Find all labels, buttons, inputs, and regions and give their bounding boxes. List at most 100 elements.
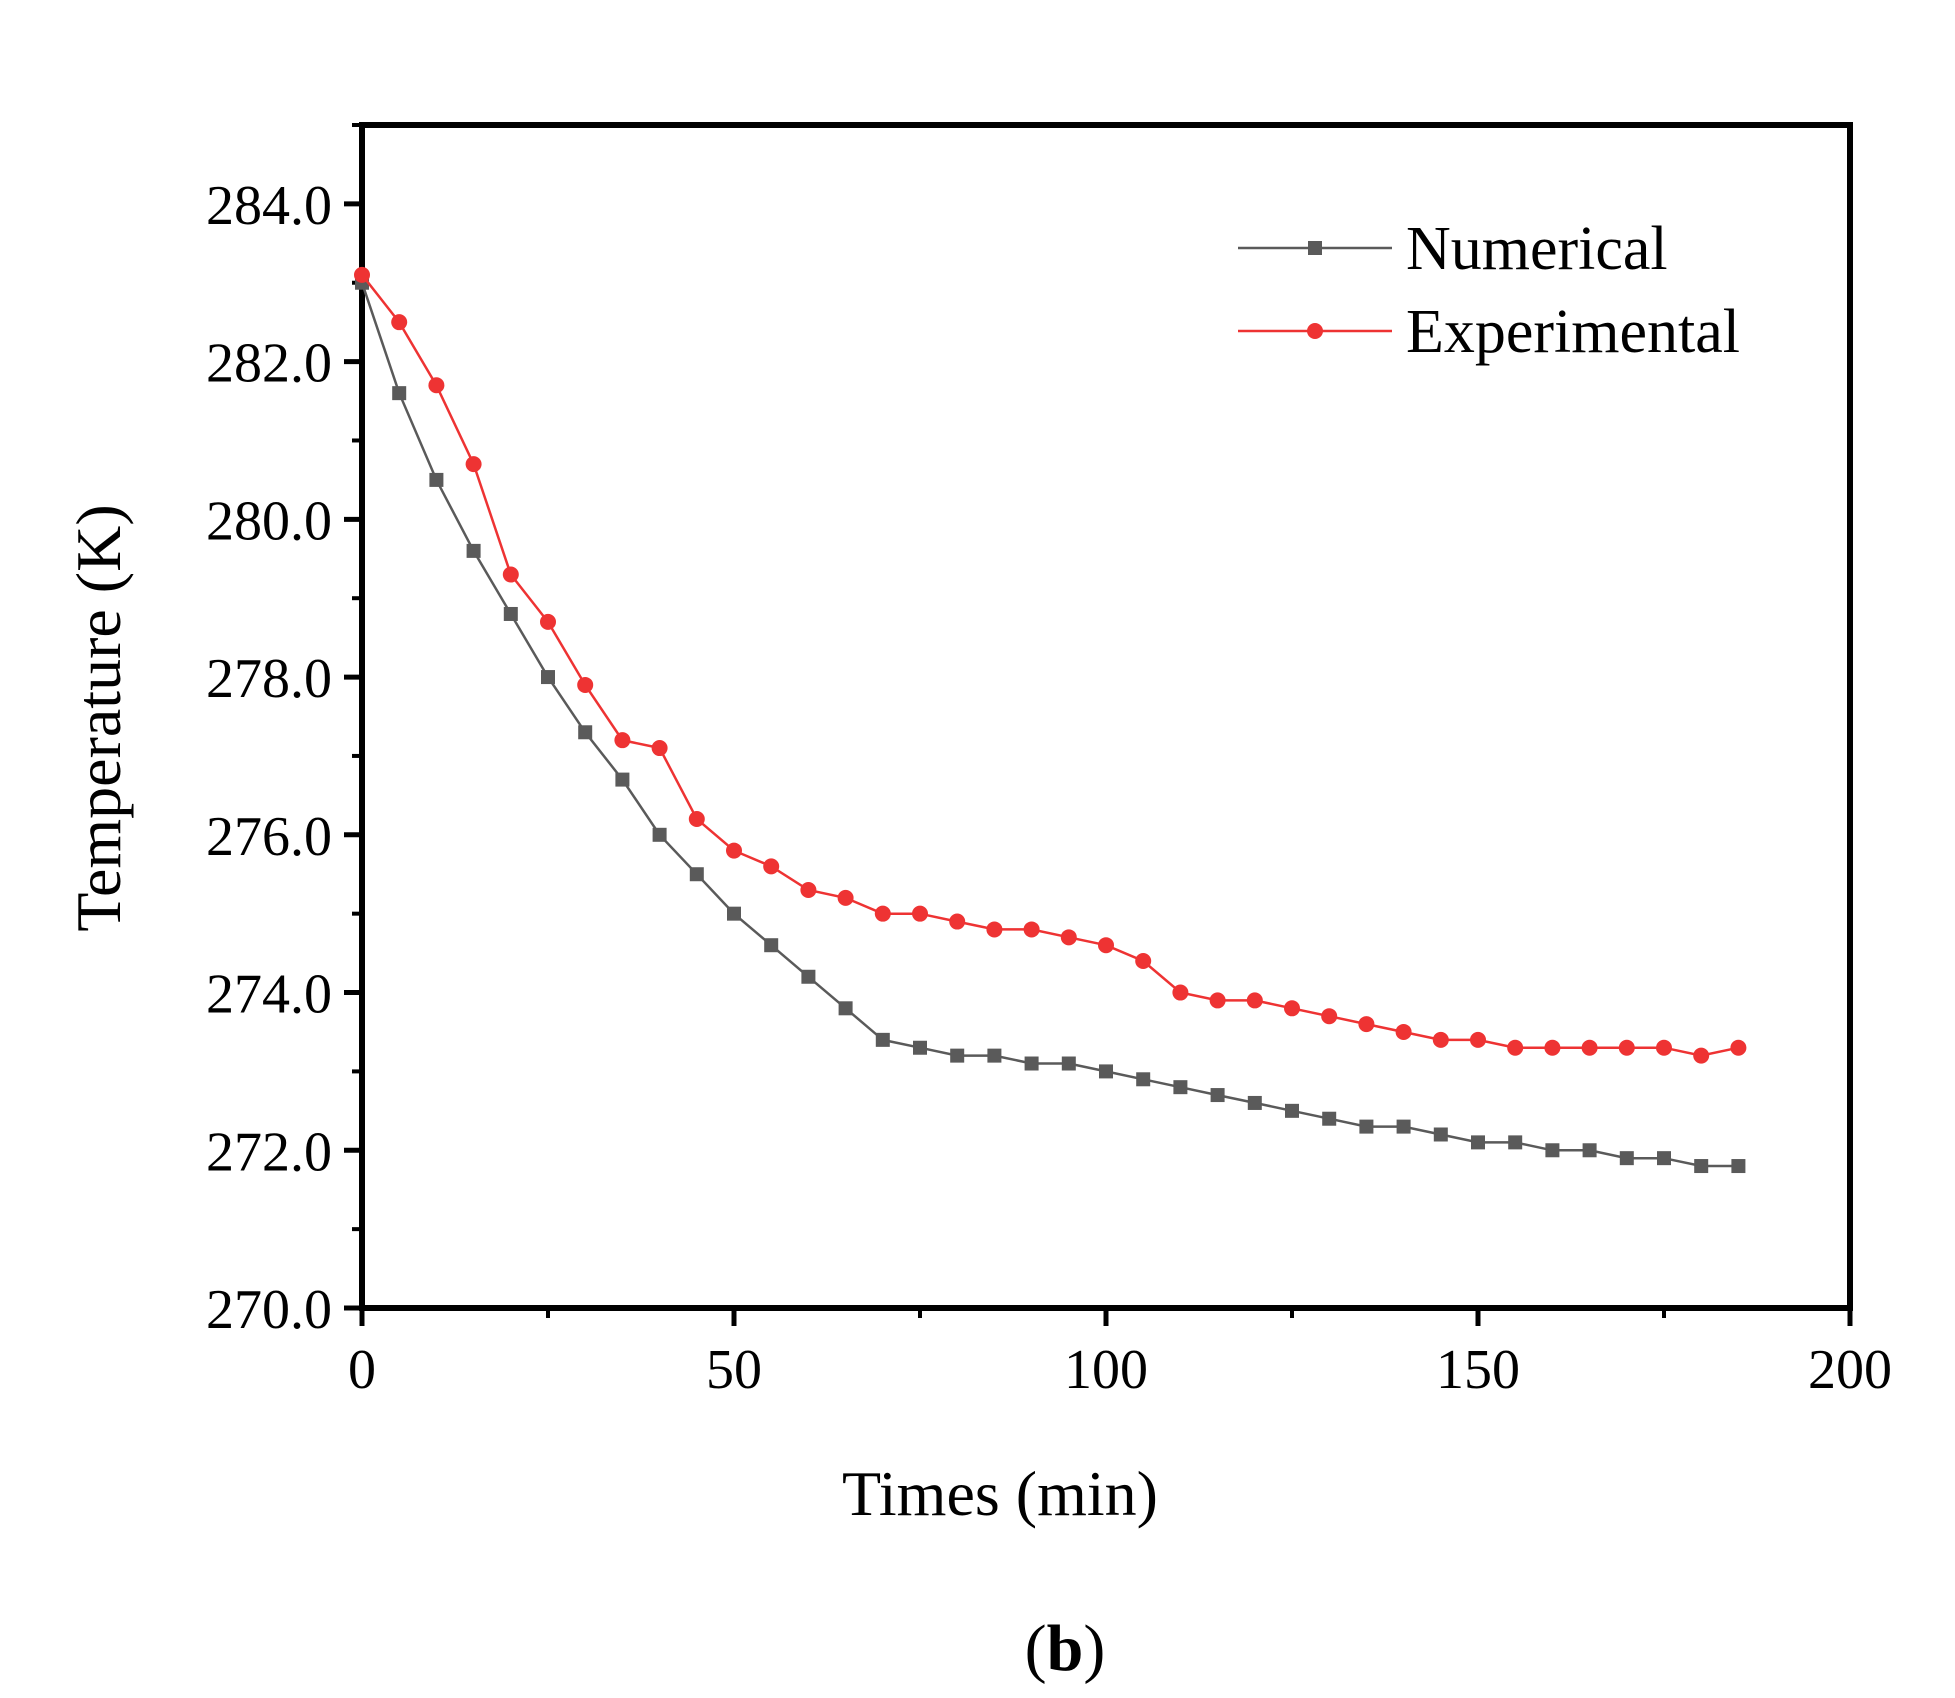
data-point-experimental xyxy=(1023,921,1040,938)
y-axis-title: Temperature (K) xyxy=(63,504,134,931)
data-point-experimental xyxy=(874,905,891,922)
data-point-numerical xyxy=(875,1032,890,1047)
data-point-experimental xyxy=(1656,1039,1672,1056)
panel-label-close: ) xyxy=(1083,1612,1105,1685)
y-tick-label: 284.0 xyxy=(206,175,332,237)
panel-label-letter: b xyxy=(1047,1612,1084,1685)
data-point-numerical xyxy=(1322,1111,1337,1126)
data-point-experimental xyxy=(1284,1000,1300,1017)
data-point-numerical xyxy=(503,606,518,621)
data-point-experimental xyxy=(1432,1031,1449,1048)
data-point-experimental xyxy=(688,811,705,828)
x-tick-label: 200 xyxy=(1808,1339,1892,1401)
x-tick-label: 0 xyxy=(348,1339,376,1401)
data-point-experimental xyxy=(1730,1039,1747,1056)
data-point-numerical xyxy=(1396,1119,1411,1134)
data-point-numerical xyxy=(913,1040,927,1055)
data-point-numerical xyxy=(950,1048,965,1063)
data-point-numerical xyxy=(392,386,407,401)
data-point-experimental xyxy=(912,905,928,922)
legend-label-numerical: Numerical xyxy=(1406,215,1668,283)
data-point-experimental xyxy=(763,858,780,875)
data-point-numerical xyxy=(429,472,444,487)
data-point-experimental xyxy=(1581,1039,1598,1056)
data-point-numerical xyxy=(1582,1143,1597,1158)
data-point-numerical xyxy=(466,543,481,558)
data-point-experimental xyxy=(614,732,631,749)
data-point-experimental xyxy=(800,882,817,899)
data-point-experimental xyxy=(837,889,854,906)
data-point-experimental xyxy=(1135,952,1152,969)
data-point-numerical xyxy=(987,1048,1002,1063)
data-point-experimental xyxy=(465,456,482,473)
data-point-experimental xyxy=(577,676,594,693)
data-point-experimental xyxy=(726,842,742,859)
data-point-numerical xyxy=(838,1001,853,1016)
data-point-numerical xyxy=(541,670,555,685)
series-line-experimental xyxy=(361,274,1739,1057)
x-tick-label: 100 xyxy=(1064,1339,1148,1401)
data-point-numerical xyxy=(1136,1072,1151,1087)
data-point-numerical xyxy=(1061,1056,1076,1071)
data-point-experimental xyxy=(1060,929,1077,946)
data-point-numerical xyxy=(1359,1119,1374,1134)
data-point-experimental xyxy=(986,921,1003,938)
legend-item-experimental: Experimental xyxy=(1238,298,1740,366)
data-point-numerical xyxy=(1285,1103,1299,1118)
y-tick-label: 270.0 xyxy=(206,1279,332,1341)
data-point-numerical xyxy=(615,772,630,787)
data-point-experimental xyxy=(1618,1039,1635,1056)
legend-marker-experimental xyxy=(1307,323,1323,339)
data-point-numerical xyxy=(1545,1143,1560,1158)
data-point-numerical xyxy=(1173,1080,1188,1095)
panel-label: (b) xyxy=(1025,1612,1106,1685)
data-point-numerical xyxy=(689,867,704,882)
data-point-experimental xyxy=(949,913,966,930)
data-point-experimental xyxy=(1321,1008,1338,1025)
data-point-numerical xyxy=(578,725,593,740)
legend: Numerical Experimental xyxy=(1238,215,1740,366)
data-point-experimental xyxy=(1395,1023,1412,1040)
data-point-numerical xyxy=(764,938,779,953)
series-line-numerical xyxy=(360,282,1739,1168)
x-tick-label: 50 xyxy=(706,1339,762,1401)
data-point-numerical xyxy=(1694,1159,1709,1174)
data-point-numerical xyxy=(1247,1095,1262,1110)
data-point-experimental xyxy=(354,266,370,283)
data-point-experimental xyxy=(651,740,668,757)
data-point-numerical xyxy=(727,906,741,921)
data-point-numerical xyxy=(1731,1159,1746,1174)
data-point-numerical xyxy=(652,827,667,842)
y-tick-label: 272.0 xyxy=(206,1121,332,1183)
data-point-numerical xyxy=(1210,1088,1225,1103)
legend-label-experimental: Experimental xyxy=(1406,298,1740,366)
data-point-numerical xyxy=(1657,1151,1671,1166)
data-point-numerical xyxy=(1099,1064,1113,1079)
data-point-numerical xyxy=(1619,1151,1634,1166)
data-point-experimental xyxy=(1507,1039,1524,1056)
data-point-experimental xyxy=(428,377,445,394)
data-point-experimental xyxy=(1693,1047,1710,1064)
legend-item-numerical: Numerical xyxy=(1238,215,1668,283)
panel-label-open: ( xyxy=(1025,1612,1047,1685)
x-tick-label: 150 xyxy=(1436,1339,1520,1401)
y-tick-label: 282.0 xyxy=(206,333,332,395)
plot-area: 0 50 100 150 200 270.0 272.0 274.0 276.0 278.0 280… xyxy=(206,122,1892,1401)
data-point-numerical xyxy=(1508,1135,1523,1150)
data-point-experimental xyxy=(391,314,408,331)
legend-marker-numerical xyxy=(1308,241,1322,255)
y-tick-label: 274.0 xyxy=(206,964,332,1026)
data-point-experimental xyxy=(1246,992,1263,1009)
y-tick-label: 276.0 xyxy=(206,806,332,868)
y-tick-label: 280.0 xyxy=(206,490,332,552)
data-point-experimental xyxy=(502,566,519,583)
x-axis-title: Times (min) xyxy=(842,1458,1158,1529)
data-point-numerical xyxy=(801,969,816,984)
data-point-experimental xyxy=(1172,984,1189,1001)
data-point-numerical xyxy=(1024,1056,1039,1071)
data-point-numerical xyxy=(1433,1127,1448,1142)
data-point-experimental xyxy=(1358,1016,1375,1033)
data-point-experimental xyxy=(1209,992,1226,1009)
data-point-numerical xyxy=(1471,1135,1485,1150)
